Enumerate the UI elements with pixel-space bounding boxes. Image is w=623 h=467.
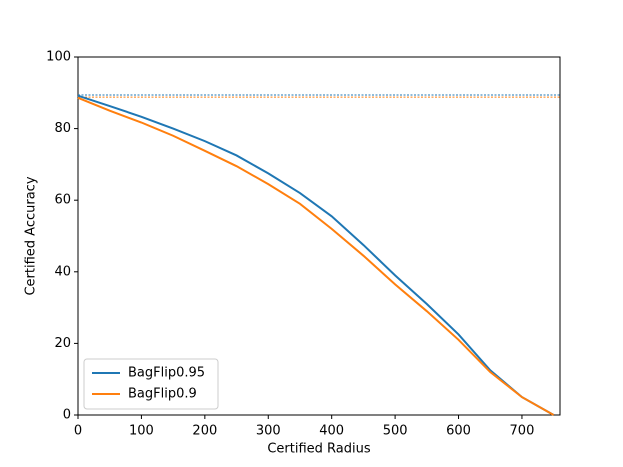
x-tick-label: 300	[256, 424, 281, 439]
y-tick-label: 80	[54, 121, 71, 136]
x-tick-label: 200	[192, 424, 217, 439]
legend-label: BagFlip0.9	[128, 387, 197, 402]
x-tick-label: 400	[319, 424, 344, 439]
x-axis-label: Certified Radius	[267, 442, 371, 457]
y-tick-label: 20	[54, 336, 71, 351]
y-axis-label: Certified Accuracy	[24, 176, 39, 295]
plot-frame	[77, 56, 561, 416]
y-tick-label: 0	[63, 408, 71, 423]
x-tick-label: 600	[446, 424, 471, 439]
y-tick-label: 100	[46, 50, 71, 65]
y-tick-label: 40	[54, 264, 71, 279]
legend-box	[83, 358, 219, 410]
series-line	[77, 96, 555, 416]
x-tick-label: 100	[129, 424, 154, 439]
x-tick-label: 700	[510, 424, 535, 439]
y-tick-label: 60	[54, 193, 71, 208]
x-tick-label: 500	[383, 424, 408, 439]
x-tick-label: 0	[74, 424, 82, 439]
series-line	[77, 94, 555, 416]
legend-label: BagFlip0.95	[128, 366, 205, 381]
